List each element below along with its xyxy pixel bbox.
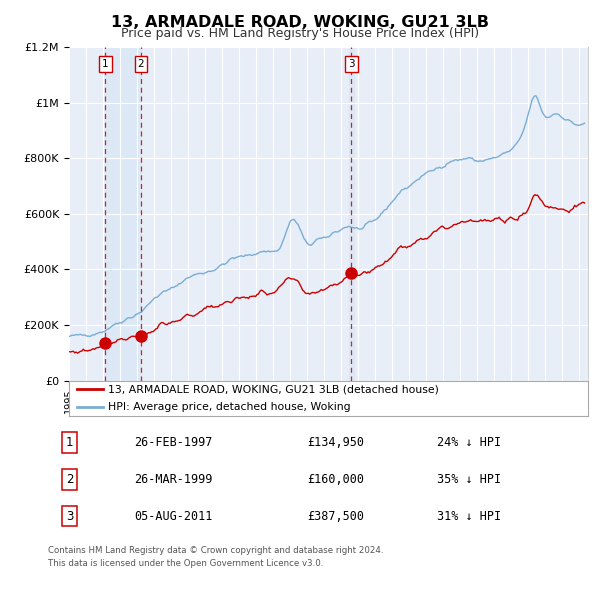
Bar bbox=[106, 47, 141, 381]
Text: HPI: Average price, detached house, Woking: HPI: Average price, detached house, Woki… bbox=[108, 402, 350, 412]
Text: 31% ↓ HPI: 31% ↓ HPI bbox=[437, 510, 501, 523]
Text: 26-MAR-1999: 26-MAR-1999 bbox=[134, 473, 213, 486]
Text: 2: 2 bbox=[66, 473, 73, 486]
Text: 3: 3 bbox=[66, 510, 73, 523]
Text: This data is licensed under the Open Government Licence v3.0.: This data is licensed under the Open Gov… bbox=[48, 559, 323, 568]
Text: 1: 1 bbox=[66, 436, 73, 449]
Text: 3: 3 bbox=[348, 59, 355, 69]
Text: £134,950: £134,950 bbox=[307, 436, 364, 449]
Text: Contains HM Land Registry data © Crown copyright and database right 2024.: Contains HM Land Registry data © Crown c… bbox=[48, 546, 383, 555]
Text: 26-FEB-1997: 26-FEB-1997 bbox=[134, 436, 213, 449]
Text: 35% ↓ HPI: 35% ↓ HPI bbox=[437, 473, 501, 486]
Text: 2: 2 bbox=[137, 59, 144, 69]
Text: Price paid vs. HM Land Registry's House Price Index (HPI): Price paid vs. HM Land Registry's House … bbox=[121, 27, 479, 40]
Text: £387,500: £387,500 bbox=[307, 510, 364, 523]
Text: £160,000: £160,000 bbox=[307, 473, 364, 486]
Text: 24% ↓ HPI: 24% ↓ HPI bbox=[437, 436, 501, 449]
Text: 13, ARMADALE ROAD, WOKING, GU21 3LB (detached house): 13, ARMADALE ROAD, WOKING, GU21 3LB (det… bbox=[108, 385, 439, 394]
Text: 1: 1 bbox=[102, 59, 109, 69]
Text: 05-AUG-2011: 05-AUG-2011 bbox=[134, 510, 213, 523]
Bar bbox=[349, 47, 354, 381]
Text: 13, ARMADALE ROAD, WOKING, GU21 3LB: 13, ARMADALE ROAD, WOKING, GU21 3LB bbox=[111, 15, 489, 30]
